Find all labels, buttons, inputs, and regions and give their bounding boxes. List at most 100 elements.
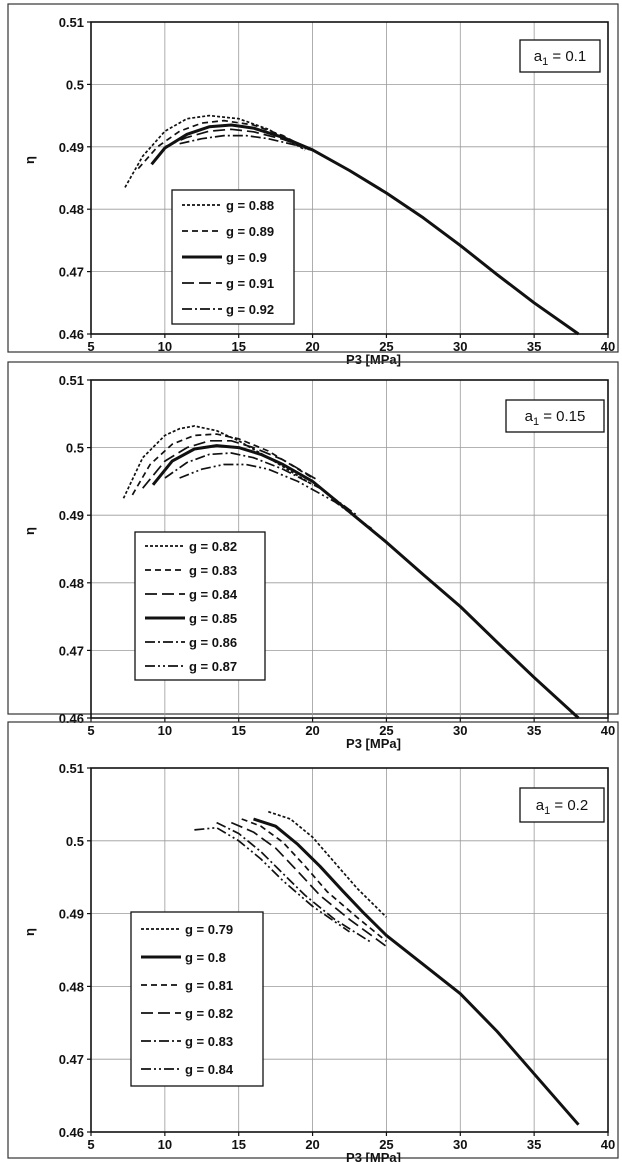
y-tick-label: 0.46 — [59, 711, 84, 726]
plot-area — [90, 379, 609, 719]
series-group — [122, 425, 580, 720]
series-line-3 — [142, 439, 321, 489]
panel-frame — [7, 3, 619, 353]
y-tick-label: 0.48 — [59, 202, 84, 217]
x-tick-label: 35 — [527, 339, 541, 354]
legend-label-2: g = 0.89 — [226, 224, 274, 239]
y-axis-label: η — [22, 156, 37, 164]
legend-label-5: g = 0.86 — [189, 635, 237, 650]
annotation-text: a1 = 0.15 — [525, 408, 586, 428]
y-tick-label: 0.48 — [59, 576, 84, 591]
legend-label-3: g = 0.81 — [185, 978, 233, 993]
series-line-2 — [137, 119, 311, 170]
series-line-4 — [230, 821, 387, 948]
x-tick-label: 20 — [305, 723, 319, 738]
annotation: a1 = 0.15 — [505, 399, 605, 433]
x-tick-label: 30 — [453, 723, 467, 738]
panel-frame — [7, 361, 619, 715]
series-line-1 — [124, 114, 306, 188]
y-tick-label: 0.46 — [59, 327, 84, 342]
annotation: a1 = 0.1 — [519, 39, 601, 73]
legend: g = 0.82 g = 0.83 g = 0.84 g = 0.85 g = 0.86… — [134, 531, 266, 681]
x-tick-label: 40 — [601, 1137, 615, 1152]
x-tick-label: 15 — [231, 723, 245, 738]
y-tick-label: 0.47 — [59, 265, 84, 280]
x-tick-label: 40 — [601, 339, 615, 354]
x-tick-label: 20 — [305, 1137, 319, 1152]
plot-area — [90, 21, 609, 335]
plot-area — [90, 767, 609, 1133]
annotation-box — [519, 39, 601, 73]
series-line-3 — [241, 818, 387, 942]
series-line-4 — [151, 444, 580, 720]
x-tick-label: 25 — [379, 339, 393, 354]
legend-label-4: g = 0.91 — [226, 276, 274, 291]
y-tick-label: 0.47 — [59, 643, 84, 658]
legend-label-6: g = 0.87 — [189, 659, 237, 674]
legend-label-4: g = 0.85 — [189, 611, 237, 626]
legend-label-3: g = 0.84 — [189, 587, 238, 602]
series-line-2 — [131, 433, 314, 496]
legend-label-6: g = 0.84 — [185, 1062, 234, 1077]
y-axis-label: η — [22, 527, 37, 535]
series-line-1 — [268, 810, 387, 918]
x-tick-label: 40 — [601, 723, 615, 738]
x-tick-label: 10 — [158, 1137, 172, 1152]
series-group — [194, 810, 580, 1126]
legend-label-4: g = 0.82 — [185, 1006, 233, 1021]
legend-box — [134, 531, 266, 681]
x-tick-label: 35 — [527, 723, 541, 738]
chart-panel-3: 5 10 15 20 25 30 35 40 0.46 0.47 0.48 0.49 0.5 0.51 P3… — [7, 721, 619, 1162]
chart-panel-1: 5 10 15 20 25 30 35 40 0.46 0.47 0.48 0.49 0.5 0.51 P3… — [7, 3, 619, 367]
x-tick-label: 25 — [379, 1137, 393, 1152]
annotation-box — [519, 787, 605, 823]
y-axis-label: η — [22, 928, 37, 936]
series-line-6 — [194, 826, 350, 933]
y-tick-label: 0.51 — [59, 15, 84, 30]
series-line-5 — [216, 821, 373, 944]
y-tick-label: 0.46 — [59, 1125, 84, 1140]
legend-label-1: g = 0.79 — [185, 922, 233, 937]
x-tick-label: 20 — [305, 339, 319, 354]
legend: g = 0.79 g = 0.8 g = 0.81 g = 0.82 g = 0.83 g… — [130, 911, 264, 1087]
series-line-4 — [164, 128, 313, 151]
legend-label-1: g = 0.82 — [189, 539, 237, 554]
annotation-text: a1 = 0.2 — [536, 797, 588, 817]
annotation-box — [505, 399, 605, 433]
series-line-5 — [179, 134, 321, 154]
x-tick-label: 15 — [231, 339, 245, 354]
x-axis-label: P3 [MPa] — [346, 1150, 401, 1162]
y-tick-label: 0.49 — [59, 508, 84, 523]
x-tick-label: 15 — [231, 1137, 245, 1152]
series-line-1 — [122, 425, 314, 499]
annotation: a1 = 0.2 — [519, 787, 605, 823]
x-tick-label: 35 — [527, 1137, 541, 1152]
x-tick-label: 25 — [379, 723, 393, 738]
x-tick-label: 30 — [453, 1137, 467, 1152]
y-tick-label: 0.49 — [59, 907, 84, 922]
series-line-2 — [253, 817, 580, 1126]
x-axis-label: P3 [MPa] — [346, 736, 401, 751]
y-tick-label: 0.5 — [66, 441, 84, 456]
legend-label-5: g = 0.92 — [226, 302, 274, 317]
x-tick-label: 10 — [158, 723, 172, 738]
x-axis-label: P3 [MPa] — [346, 352, 401, 367]
x-tick-label: 5 — [87, 339, 94, 354]
legend-label-2: g = 0.8 — [185, 950, 226, 965]
legend-label-1: g = 0.88 — [226, 198, 274, 213]
x-tick-label: 5 — [87, 723, 94, 738]
y-tick-label: 0.48 — [59, 979, 84, 994]
x-tick-label: 10 — [158, 339, 172, 354]
legend: g = 0.88 g = 0.89 g = 0.9 g = 0.91 g = 0.92 — [171, 189, 295, 325]
x-tick-label: 30 — [453, 339, 467, 354]
y-tick-label: 0.5 — [66, 77, 84, 92]
legend-label-5: g = 0.83 — [185, 1034, 233, 1049]
x-tick-label: 5 — [87, 1137, 94, 1152]
legend-label-3: g = 0.9 — [226, 250, 267, 265]
chart-panel-2: 5 10 15 20 25 30 35 40 0.46 0.47 0.48 0.49 0.5 0.51 P3… — [7, 361, 619, 751]
series-line-6 — [179, 463, 373, 530]
y-tick-label: 0.51 — [59, 761, 84, 776]
annotation-text: a1 = 0.1 — [534, 48, 586, 68]
panel-frame — [7, 721, 619, 1159]
